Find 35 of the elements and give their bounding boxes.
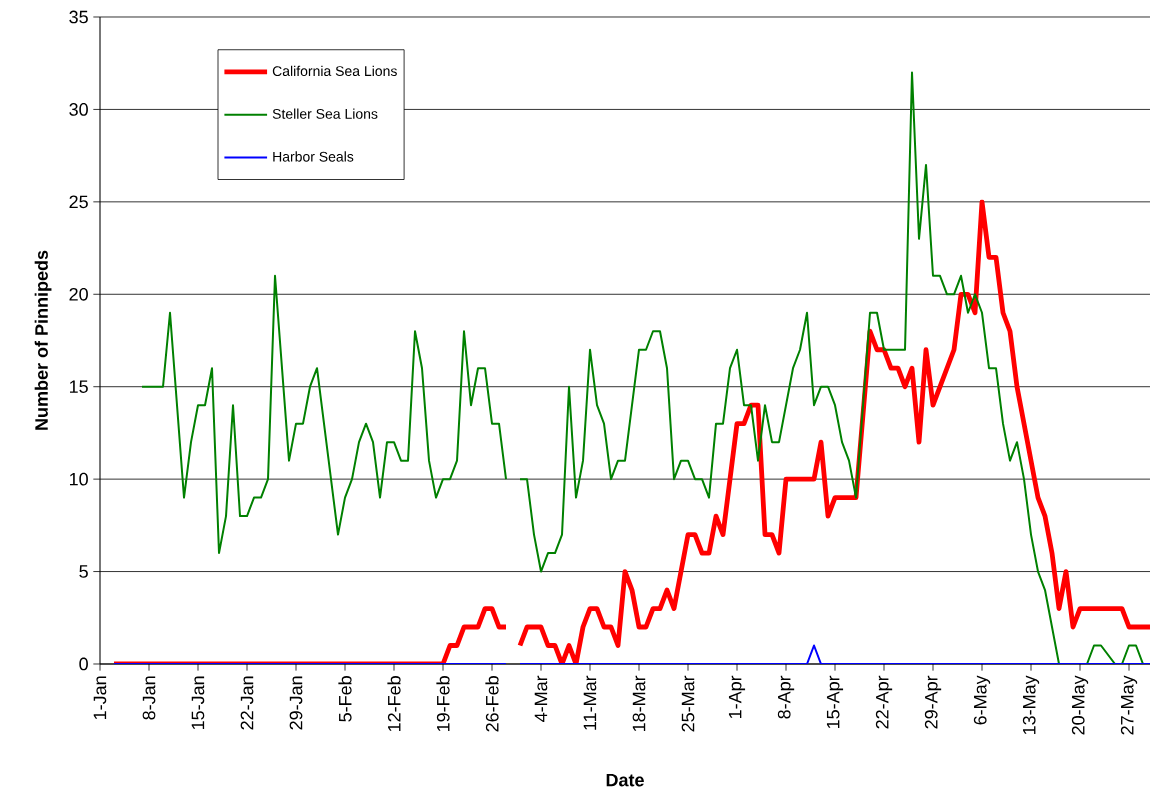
x-tick-label: 19-Feb xyxy=(436,676,450,732)
x-tick-label: 5-Feb xyxy=(338,676,352,722)
y-tick-label: 20 xyxy=(69,287,88,301)
x-tick-label: 22-Apr xyxy=(875,675,893,729)
x-tick-label: 29-Apr xyxy=(924,675,942,729)
x-tick-label: 6-May xyxy=(973,675,991,725)
x-tick-label: 4-Mar xyxy=(534,675,548,722)
y-tick-label: 10 xyxy=(69,472,88,486)
legend-label: California Sea Lions xyxy=(272,65,397,77)
legend-label: Harbor Seals xyxy=(273,151,354,162)
x-tick-label: 27-May xyxy=(1120,675,1138,735)
x-tick-label: 1-Jan xyxy=(93,676,107,720)
x-tick-label: 15-Apr xyxy=(826,675,844,729)
x-axis-title: Date xyxy=(606,773,644,787)
x-tick-label: 8-Jan xyxy=(142,676,156,720)
y-tick-label: 5 xyxy=(79,565,88,578)
y-tick-label: 35 xyxy=(69,10,88,24)
x-tick-label: 12-Feb xyxy=(387,676,401,732)
y-tick-label: 25 xyxy=(69,195,88,209)
x-tick-label: 11-Mar xyxy=(583,675,597,730)
x-tick-label: 22-Jan xyxy=(240,676,254,730)
x-tick-label: 15-Jan xyxy=(191,676,205,730)
y-axis-title: Number of Pinnipeds xyxy=(34,250,52,430)
y-tick-label: 0 xyxy=(79,657,88,671)
x-tick-label: 29-Jan xyxy=(289,676,303,730)
y-tick-label: 15 xyxy=(69,380,88,393)
x-tick-label: 26-Feb xyxy=(485,676,499,732)
x-tick-label: 8-Apr xyxy=(777,675,795,719)
x-tick-label: 18-Mar xyxy=(632,675,646,731)
legend-label: Steller Sea Lions xyxy=(272,108,378,119)
x-tick-label: 20-May xyxy=(1071,675,1089,735)
x-tick-label: 13-May xyxy=(1022,675,1040,734)
x-tick-label: 1-Apr xyxy=(728,675,746,718)
y-tick-label: 30 xyxy=(69,103,88,116)
x-tick-label: 25-Mar xyxy=(681,675,695,732)
